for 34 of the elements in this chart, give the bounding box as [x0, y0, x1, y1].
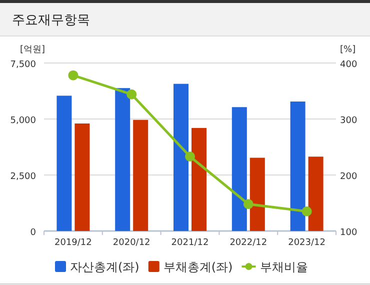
bar — [133, 120, 148, 231]
y2-axis-title: [%] — [340, 45, 356, 55]
bar — [308, 156, 324, 231]
y2-tick-label: 300 — [340, 116, 358, 126]
legend-label: 부채총계(좌) — [163, 260, 233, 274]
y-tick-label: 7,500 — [10, 60, 36, 70]
bar — [250, 158, 265, 231]
bar — [174, 84, 188, 231]
y-tick-label: 2,500 — [10, 172, 36, 182]
bar — [56, 96, 72, 231]
y2-tick-label: 400 — [340, 60, 358, 70]
x-tick-label: 2020/12 — [112, 238, 150, 248]
legend-label: 자산총계(좌) — [70, 260, 140, 274]
y-tick-label: 0 — [30, 228, 36, 238]
x-tick-label: 2019/12 — [54, 238, 92, 248]
bar — [74, 123, 90, 231]
point — [243, 199, 254, 210]
point — [185, 152, 195, 162]
chart-title: 주요재무항목 — [12, 13, 90, 28]
y-axis-title: [억원] — [20, 45, 46, 55]
point — [126, 89, 137, 100]
y-tick-label: 5,000 — [10, 116, 36, 126]
bar — [192, 128, 206, 231]
y2-tick-label: 200 — [340, 172, 358, 182]
x-tick-label: 2022/12 — [230, 238, 268, 248]
bar — [232, 107, 247, 231]
legend-label: 부채비율 — [260, 260, 308, 274]
point — [302, 206, 312, 216]
y2-tick-label: 100 — [340, 228, 358, 238]
bar — [290, 102, 306, 231]
x-tick-label: 2021/12 — [171, 238, 209, 248]
bar — [115, 88, 130, 231]
x-tick-label: 2023/12 — [288, 238, 326, 248]
point — [68, 70, 78, 80]
